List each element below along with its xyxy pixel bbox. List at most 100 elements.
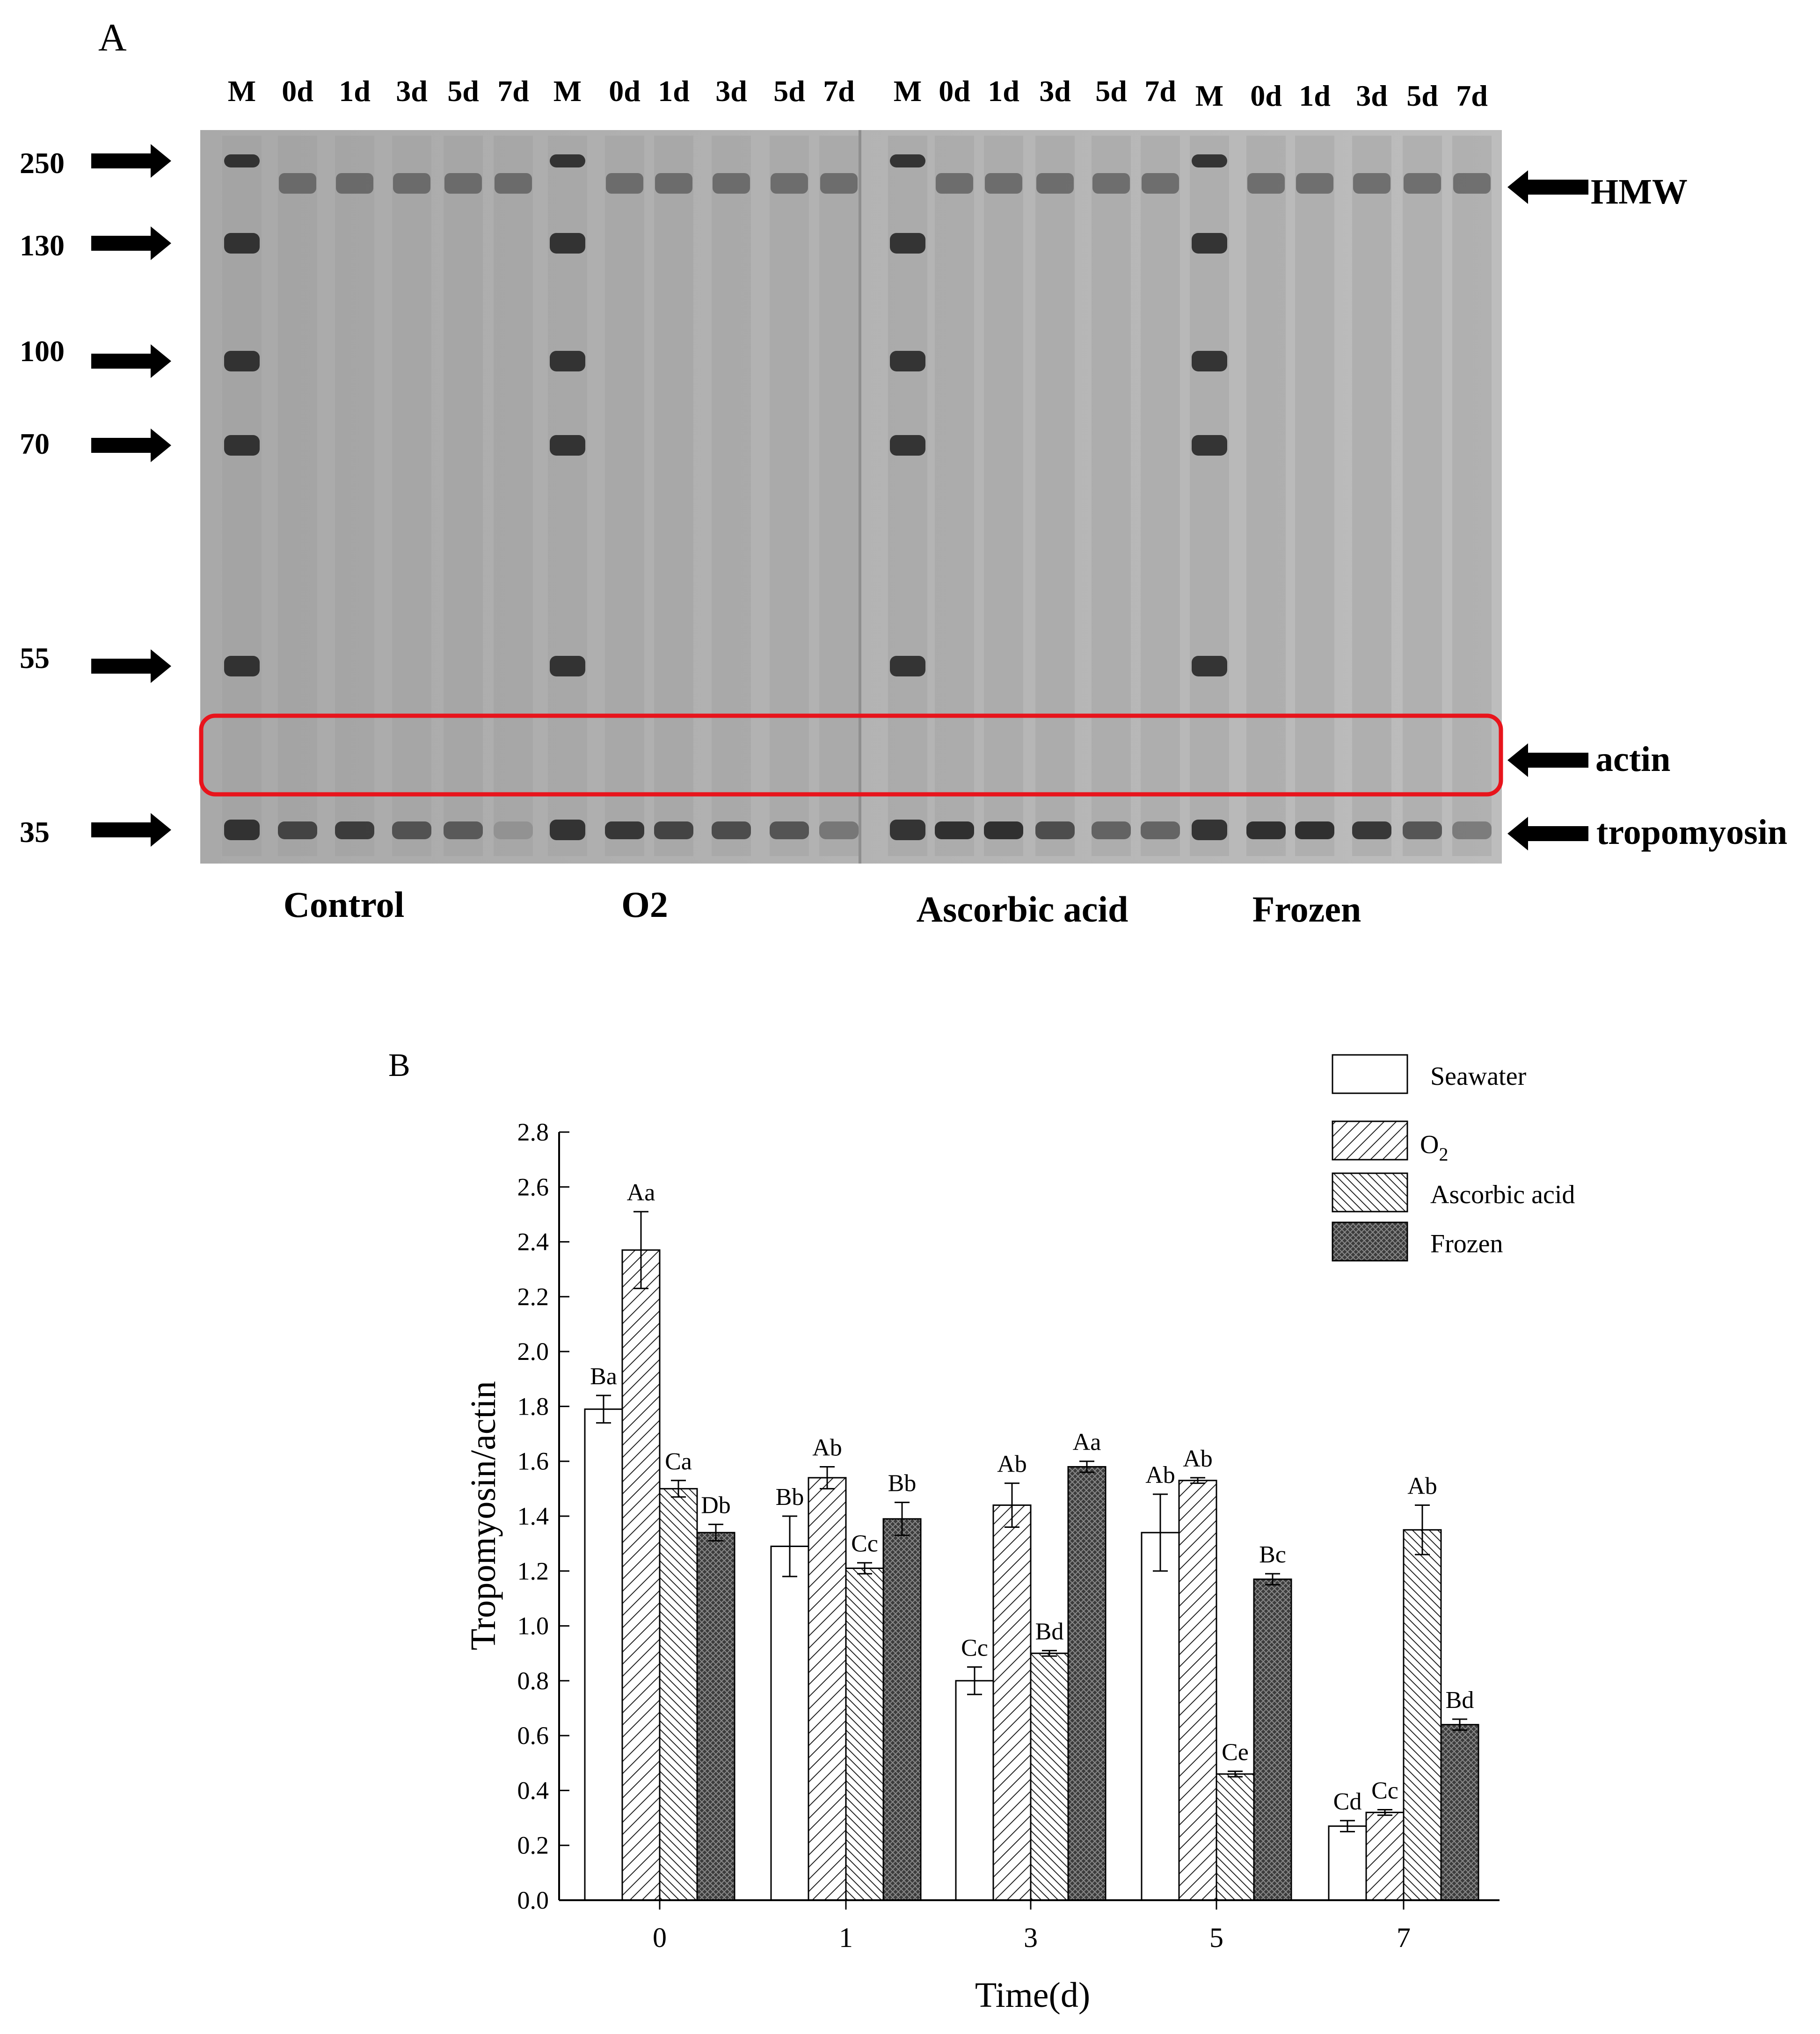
bar (808, 1477, 847, 1901)
gel-lane (1092, 136, 1131, 856)
lane-labels: M 0d 1d 3d 5d 7d M 0d 1d 3d 5d 7d M 0d 1… (228, 74, 1488, 112)
lane-label: 7d (1456, 79, 1488, 112)
marker-band (550, 656, 585, 676)
bar (955, 1680, 994, 1901)
significance-letter: Ba (590, 1363, 617, 1390)
legend: Seawater O2 Ascorbic acid Frozen (1332, 1054, 1575, 1262)
significance-letter: Ca (665, 1448, 692, 1475)
marker-label: 100 (20, 334, 65, 368)
significance-letter: Bd (1035, 1618, 1064, 1645)
gel-lane (278, 136, 317, 856)
marker-band (890, 351, 925, 371)
lane-label: 3d (715, 74, 747, 108)
marker-band (890, 435, 925, 456)
significance-letter: Bc (1259, 1541, 1286, 1568)
gel-lane (222, 136, 262, 856)
marker-label: 70 (20, 427, 50, 460)
marker-arrow (91, 144, 171, 178)
bar (882, 1518, 922, 1901)
bar (770, 1546, 809, 1901)
y-tick-label: 1.6 (517, 1447, 549, 1475)
significance-letter: Bd (1446, 1687, 1474, 1714)
x-tick-labels: 0 1 3 5 7 (653, 1900, 1411, 1953)
tropomyosin-band (1092, 821, 1131, 839)
lane-label: 0d (1250, 79, 1282, 112)
marker-band (550, 435, 585, 456)
bar (845, 1567, 884, 1901)
hmw-band (1092, 173, 1130, 194)
x-tick-label: 0 (653, 1922, 667, 1953)
significance-letter: Cc (1371, 1777, 1398, 1804)
bar (1067, 1466, 1107, 1901)
tropomyosin-band (654, 821, 693, 839)
legend-swatch-o2 (1332, 1120, 1408, 1161)
marker-band (890, 656, 925, 676)
y-tick-label: 0.4 (517, 1776, 549, 1804)
marker-arrow (91, 649, 171, 683)
y-tick-label: 2.4 (517, 1228, 549, 1256)
legend-swatch-frozen (1332, 1221, 1408, 1262)
lane-label: M (228, 74, 256, 108)
bar (1440, 1724, 1479, 1901)
y-tick-label: 0.6 (517, 1722, 549, 1750)
gel-lane (770, 136, 809, 856)
significance-letter: Cd (1333, 1788, 1362, 1815)
panel-a-label: A (98, 16, 127, 59)
tropomyosin-band (392, 821, 431, 839)
marker-band (550, 154, 585, 167)
marker-arrow (91, 344, 171, 378)
bar (1141, 1532, 1180, 1901)
tropomyosin-band (335, 821, 374, 839)
lane-label: 7d (1144, 74, 1176, 108)
tropomyosin-band (984, 821, 1023, 839)
band-arrow (1507, 743, 1588, 777)
tropomyosin-band (444, 821, 483, 839)
marker-arrow (91, 429, 171, 462)
band-label-tropomyosin: tropomyosin (1596, 813, 1787, 852)
band-label-hmw: HMW (1591, 172, 1688, 211)
marker-band (224, 233, 260, 254)
group-label: Control (284, 884, 405, 925)
marker-band (1192, 233, 1227, 254)
gel-lane (712, 136, 751, 856)
hmw-band (393, 173, 430, 194)
legend-swatch-seawater (1332, 1054, 1408, 1094)
gel-lane (1295, 136, 1334, 856)
lane-label: 3d (1356, 79, 1388, 112)
hmw-band (1247, 173, 1285, 194)
bar (1216, 1773, 1255, 1901)
gel-lane (444, 136, 483, 856)
tropomyosin-band (819, 821, 859, 839)
significance-letter: Aa (627, 1179, 655, 1206)
bar (1253, 1578, 1292, 1901)
significance-letter: Db (701, 1492, 731, 1519)
lane-label: 3d (396, 74, 428, 108)
band-labels: HMW actin tropomyosin (1507, 170, 1787, 852)
lane-label: M (894, 74, 922, 108)
hmw-band (936, 173, 973, 194)
significance-letter: Ab (1145, 1462, 1175, 1489)
x-axis-label: Time(d) (975, 1976, 1090, 2015)
y-tick-label: 1.0 (517, 1612, 549, 1640)
significance-letter: Bb (776, 1484, 804, 1511)
gel-lane (1035, 136, 1075, 856)
y-tick-label: 2.8 (517, 1118, 549, 1146)
lane-label: 5d (1095, 74, 1127, 108)
bar (696, 1532, 735, 1901)
marker-label: 55 (20, 641, 50, 675)
marker-band (224, 820, 260, 840)
bar (992, 1504, 1032, 1901)
hmw-band (1142, 173, 1179, 194)
lane-label: 0d (282, 74, 313, 108)
hmw-band (1404, 173, 1441, 194)
lane-label: 1d (988, 74, 1019, 108)
hmw-band (1036, 173, 1074, 194)
hmw-band (713, 173, 750, 194)
tropomyosin-band (935, 821, 974, 839)
marker-band (224, 435, 260, 456)
bar (659, 1488, 698, 1901)
hmw-band (771, 173, 808, 194)
lane-label: 3d (1039, 74, 1071, 108)
marker-band (224, 351, 260, 371)
tropomyosin-band (770, 821, 809, 839)
